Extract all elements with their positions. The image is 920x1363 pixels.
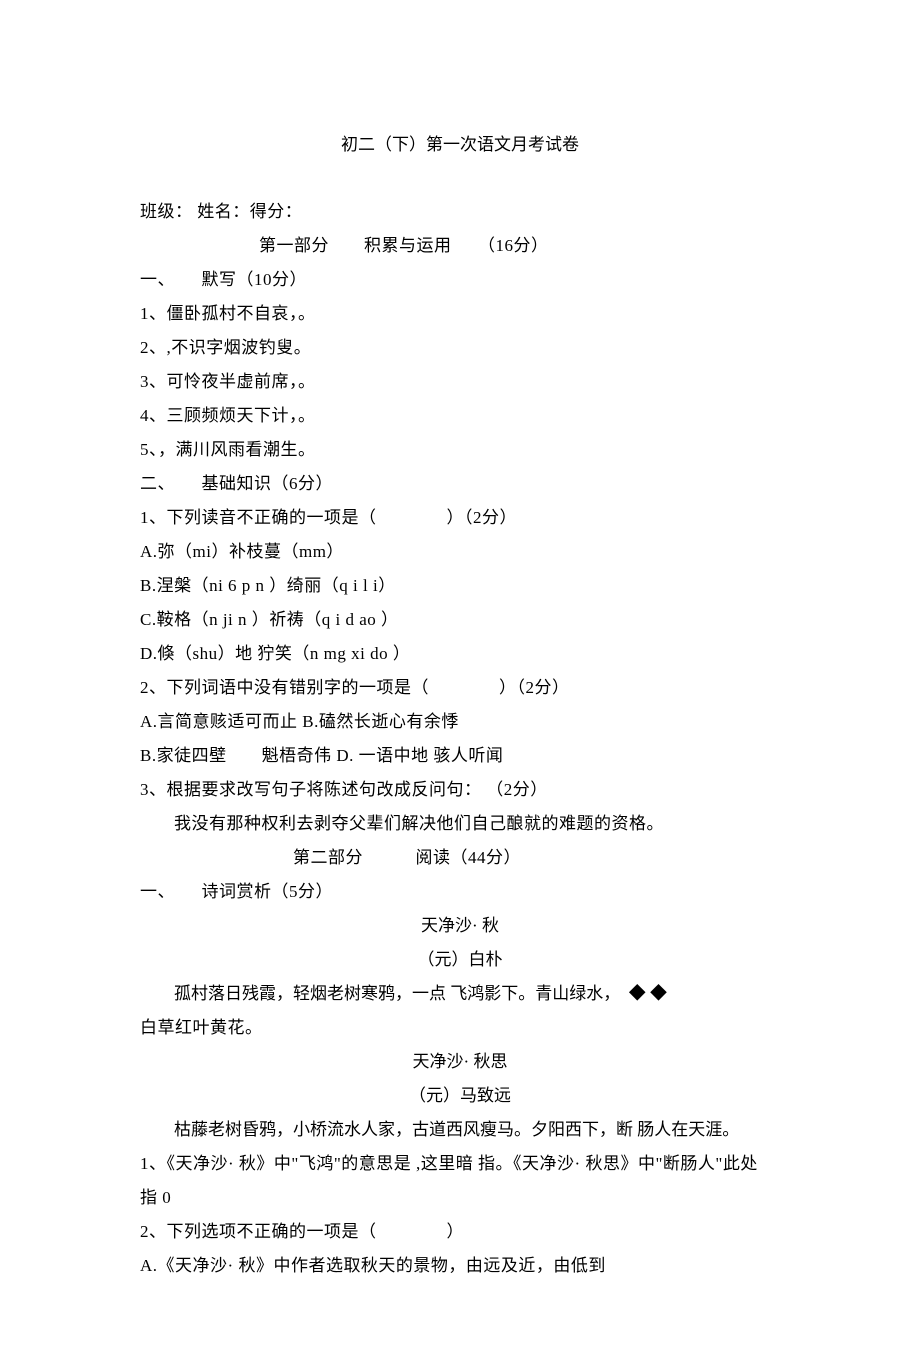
q1-2: 2、,不识字烟波钓叟。 <box>140 331 780 365</box>
q1-1: 1、僵卧孤村不自哀，。 <box>140 297 780 331</box>
poem1-title: 天净沙· 秋 <box>140 909 780 943</box>
q1-4: 4、三顾频烦天下计，。 <box>140 399 780 433</box>
exam-title: 初二（下）第一次语文月考试卷 <box>140 130 780 155</box>
poem1-author: （元）白朴 <box>140 943 780 977</box>
poem1-line1: 孤村落日残霞，轻烟老树寒鸦，一点 飞鸿影下。青山绿水， ◆ ◆ <box>140 977 780 1011</box>
poem2-title: 天净沙· 秋思 <box>140 1045 780 1079</box>
q2-2-optA: A.言简意赅适可而止 B.磕然长逝心有余悸 <box>140 705 780 739</box>
p2-q1: 1、《天净沙· 秋》中"飞鸿"的意思是 ,这里暗 指。《天净沙· 秋思》中"断肠… <box>140 1147 780 1215</box>
q2-3-stem: 3、根据要求改写句子将陈述句改成反问句： （2分） <box>140 773 780 807</box>
q2-2-optB: B.家徒四壁 魁梧奇伟 D. 一语中地 骇人听闻 <box>140 739 780 773</box>
q2-3-content: 我没有那种权利去剥夺父辈们解决他们自己酿就的难题的资格。 <box>140 807 780 841</box>
part1-header: 第一部分 积累与运用 （16分） <box>140 229 780 263</box>
poem2-content: 枯藤老树昏鸦，小桥流水人家，古道西风瘦马。夕阳西下，断 肠人在天涯。 <box>140 1113 780 1147</box>
student-info-line: 班级： 姓名：得分： <box>140 195 780 229</box>
section2-title: 二、 基础知识（6分） <box>140 467 780 501</box>
p2-q2-optA: A.《天净沙· 秋》中作者选取秋天的景物，由远及近，由低到 <box>140 1249 780 1283</box>
q2-1-stem: 1、下列读音不正确的一项是（ ）（2分） <box>140 501 780 535</box>
q2-1-optB: B.涅槃（ni 6 p n ）绮丽（q i l i） <box>140 569 780 603</box>
section1-title: 一、 默写（10分） <box>140 263 780 297</box>
q2-1-optA: A.弥（mi）补枝蔓（mm） <box>140 535 780 569</box>
q1-3: 3、可怜夜半虚前席，。 <box>140 365 780 399</box>
q2-2-stem: 2、下列词语中没有错别字的一项是（ ）（2分） <box>140 671 780 705</box>
q1-5: 5、，满川风雨看潮生。 <box>140 433 780 467</box>
p2-section1-title: 一、 诗词赏析（5分） <box>140 875 780 909</box>
p2-q2-stem: 2、下列选项不正确的一项是（ ） <box>140 1215 780 1249</box>
poem1-line2: 白草红叶黄花。 <box>140 1011 780 1045</box>
q2-1-optC: C.鞍格（n ji n ）祈祷（q i d ao ） <box>140 603 780 637</box>
q2-1-optD: D.倏（shu）地 狞笑（n mg xi do ） <box>140 637 780 671</box>
poem2-author: （元）马致远 <box>140 1079 780 1113</box>
part2-header: 第二部分 阅读（44分） <box>140 841 780 875</box>
